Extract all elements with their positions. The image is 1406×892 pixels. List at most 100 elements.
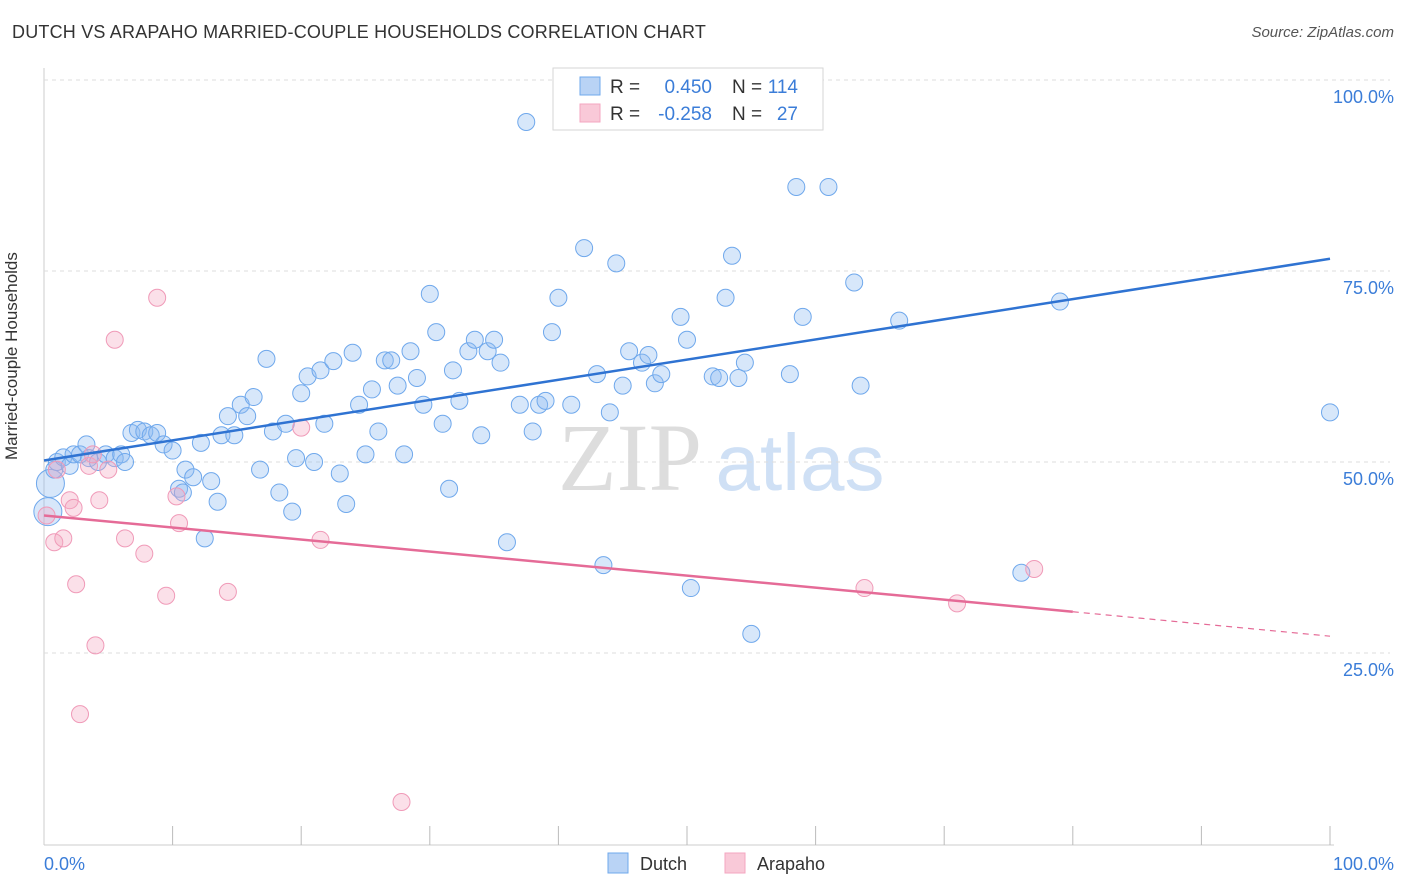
- x-tick-label-max: 100.0%: [1333, 854, 1394, 874]
- dutch-point-54: [362, 380, 381, 399]
- dutch-point-108: [793, 307, 812, 326]
- arapaho-trend-line-extension: [1072, 611, 1331, 637]
- y-tick-label-75: 75.0%: [1343, 278, 1394, 298]
- dutch-point-80: [536, 391, 555, 410]
- dutch-point-110: [845, 273, 864, 292]
- legend-n-label-dutch: N =: [732, 77, 762, 98]
- dutch-point-92: [639, 346, 658, 365]
- dutch-point-95: [671, 307, 690, 326]
- dutch-point-26: [191, 433, 210, 452]
- dutch-point-27: [195, 529, 214, 548]
- dutch-point-70: [465, 330, 484, 349]
- dutch-point-106: [780, 365, 799, 384]
- legend-swatch-dutch: [579, 76, 601, 96]
- arapaho-point-10: [86, 636, 105, 655]
- dutch-point-52: [350, 395, 369, 414]
- arapaho-point-6: [67, 575, 86, 594]
- dutch-point-75: [497, 533, 516, 552]
- dutch-point-51: [343, 343, 362, 362]
- dutch-points: [33, 82, 1339, 643]
- dutch-point-29: [208, 492, 227, 511]
- dutch-point-78: [523, 422, 542, 441]
- arapaho-point-15: [135, 544, 154, 563]
- dutch-point-107: [787, 177, 806, 196]
- dutch-point-67: [443, 361, 462, 380]
- dutch-point-25: [184, 468, 203, 487]
- trend-lines: [43, 257, 1331, 637]
- arapaho-point-7: [71, 705, 90, 724]
- legend-swatch-arapaho: [579, 103, 601, 123]
- dutch-point-42: [287, 449, 306, 468]
- source-credit: Source: ZipAtlas.com: [1251, 24, 1394, 41]
- bottom-legend-label-arapaho: Arapaho: [757, 854, 825, 874]
- arapaho-point-14: [116, 529, 135, 548]
- dutch-point-73: [485, 330, 504, 349]
- watermark-zip: ZIP: [558, 404, 702, 511]
- bottom-legend-swatch-dutch: [607, 852, 629, 874]
- dutch-point-62: [414, 395, 433, 414]
- y-tick-label-50: 50.0%: [1343, 469, 1394, 489]
- dutch-point-102: [729, 368, 748, 387]
- y-tick-label-100: 100.0%: [1333, 87, 1394, 107]
- dutch-point-48: [324, 352, 343, 371]
- arapaho-point-25: [948, 594, 967, 613]
- dutch-point-100: [716, 288, 735, 307]
- legend-r-value-dutch: 0.450: [664, 77, 712, 98]
- dutch-point-109: [819, 177, 838, 196]
- dutch-point-93: [645, 374, 664, 393]
- dutch-point-96: [678, 330, 696, 349]
- dutch-point-66: [440, 479, 459, 498]
- dutch-point-37: [257, 349, 276, 368]
- legend-n-value-dutch: 114: [768, 77, 799, 98]
- dutch-point-115: [1321, 403, 1339, 422]
- dutch-point-36: [251, 460, 270, 479]
- series-legend: Dutch Arapaho: [607, 852, 825, 874]
- dutch-point-43: [292, 384, 311, 403]
- y-tick-label-25: 25.0%: [1343, 660, 1394, 680]
- x-tick-label-min: 0.0%: [44, 854, 85, 874]
- dutch-point-34: [238, 407, 257, 426]
- dutch-point-35: [244, 388, 263, 407]
- dutch-point-77: [517, 113, 536, 132]
- dutch-point-90: [620, 342, 639, 361]
- dutch-point-39: [270, 483, 289, 502]
- dutch-point-103: [735, 353, 754, 372]
- dutch-point-59: [395, 445, 414, 464]
- x-ticks: [172, 826, 1331, 845]
- dutch-point-21: [163, 441, 182, 460]
- dutch-point-55: [369, 422, 388, 441]
- dutch-point-111: [851, 376, 870, 395]
- arapaho-point-3: [54, 529, 73, 548]
- gridlines: [44, 79, 1390, 654]
- arapaho-trend-line: [43, 514, 1073, 613]
- dutch-point-101: [723, 246, 742, 265]
- dutch-point-83: [562, 395, 581, 414]
- dutch-point-58: [388, 376, 407, 395]
- y-tick-labels: 25.0% 50.0% 75.0% 100.0%: [1333, 87, 1394, 680]
- legend-n-value-arapaho: 27: [777, 104, 798, 125]
- arapaho-point-8: [80, 456, 99, 475]
- dutch-point-94: [652, 365, 671, 384]
- bottom-legend-label-dutch: Dutch: [640, 854, 687, 874]
- dutch-point-86: [594, 556, 613, 575]
- dutch-point-99: [710, 368, 729, 387]
- dutch-point-71: [472, 426, 491, 445]
- arapaho-point-13: [105, 330, 124, 349]
- dutch-point-98: [703, 367, 722, 386]
- arapaho-point-12: [99, 460, 118, 479]
- dutch-point-28: [202, 472, 221, 491]
- dutch-point-81: [542, 323, 561, 342]
- arapaho-point-23: [392, 792, 411, 811]
- dutch-point-104: [742, 624, 761, 643]
- dutch-point-49: [330, 464, 349, 483]
- dutch-point-50: [337, 495, 356, 514]
- arapaho-point-2: [47, 460, 66, 479]
- dutch-point-31: [218, 407, 237, 426]
- dutch-point-41: [283, 502, 302, 521]
- dutch-point-89: [613, 376, 632, 395]
- dutch-point-24: [176, 460, 195, 479]
- arapaho-point-17: [157, 586, 176, 605]
- dutch-point-53: [356, 445, 375, 464]
- dutch-point-46: [311, 361, 330, 380]
- arapaho-point-1: [45, 533, 64, 552]
